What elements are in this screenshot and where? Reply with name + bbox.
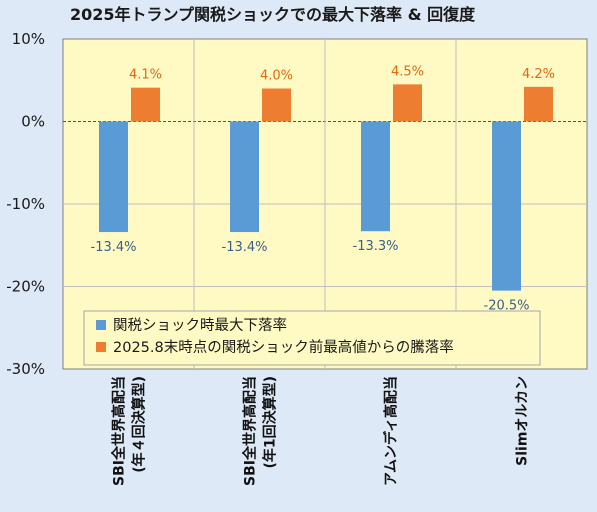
data-label: 4.1%	[129, 68, 162, 83]
bar-recovery	[262, 88, 291, 122]
data-label: 4.5%	[391, 64, 424, 79]
data-labels: -13.4% -13.4% -13.3% -20.5% 4.1% 4.0% 4.5% 4.2%	[91, 64, 556, 313]
bar-max-drawdown	[361, 121, 390, 232]
category-label: (年1回決算型)	[262, 376, 279, 469]
legend-box	[83, 310, 541, 366]
chart-title: 2025年トランプ関税ショックでの最大下落率 & 回復度	[70, 5, 476, 24]
data-label: -13.3%	[353, 239, 399, 254]
y-tick-label: -30%	[6, 360, 45, 378]
bar-recovery	[131, 87, 160, 122]
data-label: -13.4%	[91, 240, 137, 255]
data-label: 4.0%	[260, 69, 293, 84]
category-label: Slimオルカン	[515, 376, 531, 466]
category-label: (年４回決算型)	[131, 376, 148, 473]
data-label: 4.2%	[522, 67, 555, 82]
bars	[99, 84, 553, 291]
legend: 関税ショック時最大下落率 2025.8末時点の関税ショック前最高値からの騰落率	[83, 310, 541, 366]
category-label: SBI全世界高配当	[242, 376, 259, 486]
y-tick-label: 10%	[12, 30, 45, 48]
bar-recovery	[393, 84, 422, 122]
y-tick-label: 0%	[21, 113, 45, 131]
bar-max-drawdown	[230, 121, 259, 233]
legend-label: 2025.8末時点の関税ショック前最高値からの騰落率	[113, 338, 454, 356]
data-label: -20.5%	[484, 299, 530, 314]
legend-label: 関税ショック時最大下落率	[113, 317, 287, 334]
bar-max-drawdown	[99, 121, 128, 233]
y-axis: 10% 0% -10% -20% -30%	[6, 30, 45, 378]
category-label: SBI全世界高配当	[111, 376, 128, 486]
category-labels: SBI全世界高配当 (年４回決算型) SBI全世界高配当 (年1回決算型) アムンディ高…	[111, 376, 531, 486]
bar-recovery	[524, 86, 553, 122]
bar-max-drawdown	[492, 121, 521, 291]
data-label: -13.4%	[222, 240, 268, 255]
category-label: アムンディ高配当	[383, 376, 400, 486]
legend-swatch	[96, 342, 106, 352]
y-tick-label: -10%	[6, 195, 45, 213]
legend-swatch	[96, 320, 106, 330]
y-tick-label: -20%	[6, 278, 45, 296]
